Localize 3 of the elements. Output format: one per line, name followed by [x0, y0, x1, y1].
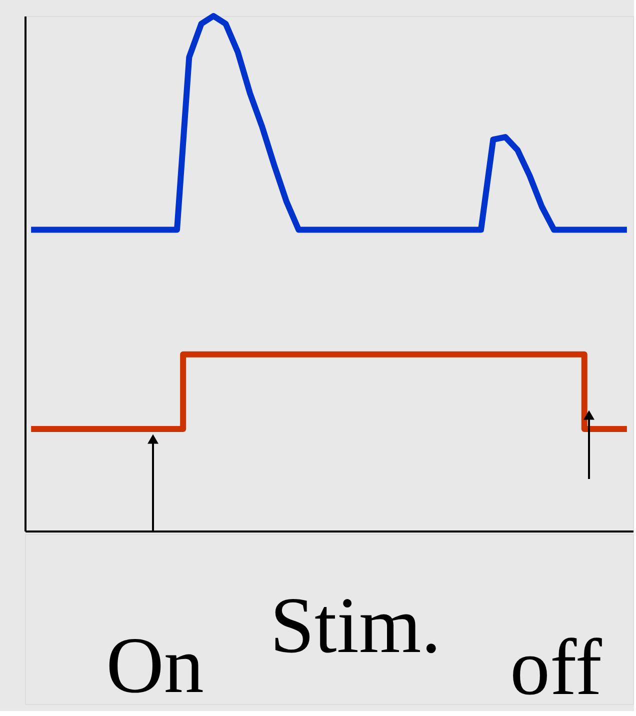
text: off	[510, 624, 602, 712]
text: On	[106, 622, 204, 710]
text: Stim.	[270, 582, 442, 670]
